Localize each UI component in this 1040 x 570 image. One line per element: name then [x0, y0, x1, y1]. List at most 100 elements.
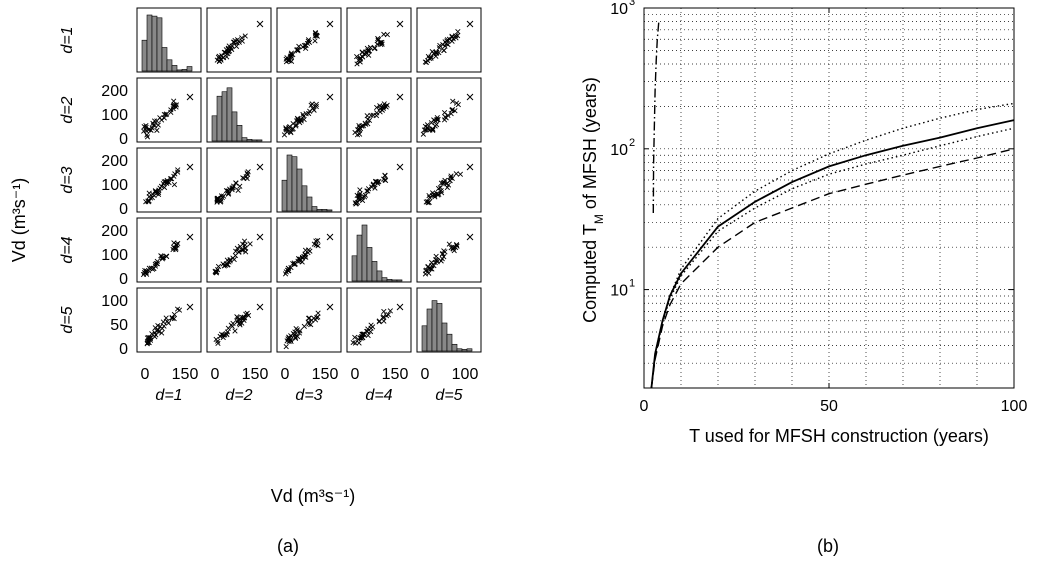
- scatter-point: [287, 53, 294, 59]
- scatter-point-outlier: [466, 20, 474, 28]
- histogram-bar: [466, 348, 473, 352]
- scatter-point-outlier: [256, 233, 264, 241]
- scatter-point: [243, 249, 249, 255]
- scatter-point: [367, 44, 374, 51]
- scatter-point: [453, 100, 460, 106]
- scatter-point: [449, 107, 455, 113]
- scatter-point: [220, 55, 227, 61]
- scatter-point: [295, 48, 301, 54]
- col-label-3: d=3: [295, 387, 322, 404]
- scatter-point: [312, 38, 318, 44]
- scatter-point: [283, 125, 289, 131]
- scatter-point: [313, 242, 319, 248]
- histogram-bar: [386, 279, 393, 282]
- scatter-point: [169, 315, 175, 322]
- scatter-point: [313, 103, 319, 110]
- scatter-point: [140, 271, 147, 278]
- cell-r4-c3: [276, 217, 342, 283]
- scatter-point: [448, 173, 454, 179]
- scatter-point: [301, 253, 307, 260]
- histogram-bar: [281, 179, 288, 212]
- scatter-point: [288, 51, 294, 58]
- x-tick-label: 0: [640, 398, 649, 415]
- cell-r4-c2: [206, 217, 272, 283]
- cell-r3-c5: [416, 147, 482, 213]
- histogram-bar: [251, 139, 258, 142]
- scatter-point: [354, 61, 360, 67]
- scatter-point: [171, 311, 178, 318]
- scatter-point: [158, 253, 164, 259]
- scatter-point: [387, 308, 393, 314]
- scatter-point: [450, 98, 456, 104]
- scatter-point: [154, 127, 160, 133]
- row-label-5: d=5: [59, 306, 76, 333]
- scatter-point-outlier: [396, 93, 404, 101]
- scatter-point: [142, 267, 148, 274]
- scatter-point: [299, 259, 305, 265]
- scatter-point: [173, 241, 179, 247]
- scatter-point: [374, 41, 380, 47]
- scatter-point: [359, 333, 365, 340]
- scatter-point: [235, 187, 241, 194]
- scatter-point: [247, 241, 253, 247]
- scatter-point: [171, 98, 177, 104]
- histogram-bar: [461, 349, 468, 352]
- scatter-point: [282, 271, 289, 277]
- histogram-bar: [166, 59, 173, 72]
- x-tick-label: 0: [351, 366, 360, 383]
- cell-r5-c3: [276, 287, 342, 353]
- scatter-point: [223, 187, 230, 194]
- y-tick-label: 0: [119, 341, 128, 358]
- scatter-point: [444, 38, 450, 44]
- cell-r5-c4: [346, 287, 412, 353]
- scatter-point: [215, 54, 222, 61]
- scatter-point: [216, 58, 223, 65]
- scatter-point: [437, 185, 443, 191]
- histogram-bar: [151, 15, 158, 72]
- scatter-point: [295, 116, 301, 122]
- scatter-point: [217, 333, 223, 340]
- histogram-bar: [356, 234, 363, 282]
- y-tick-exponent: 3: [629, 0, 635, 8]
- scatter-point: [444, 37, 451, 43]
- x-tick-label: 100: [452, 366, 479, 383]
- scatter-point: [453, 171, 459, 177]
- scatter-point: [147, 335, 154, 342]
- y-tick-label: 100: [101, 107, 128, 124]
- cell-r4-c1: [136, 217, 202, 283]
- histogram-bar: [451, 343, 458, 352]
- histogram-bar: [231, 111, 238, 142]
- scatter-point: [228, 322, 234, 328]
- scatter-point: [429, 266, 435, 272]
- histogram-bar: [381, 277, 388, 282]
- scatter-point: [425, 198, 431, 205]
- y-tick-label: 200: [101, 153, 128, 170]
- histogram-bar: [216, 95, 223, 142]
- scatter-point: [356, 131, 363, 137]
- series-line-dashed-2: [650, 148, 1015, 389]
- row-label-3: d=3: [59, 166, 76, 193]
- cell-r2-c4: [346, 77, 412, 143]
- histogram-bar: [301, 185, 308, 212]
- scatter-point: [438, 190, 445, 196]
- scatter-point: [290, 331, 296, 337]
- scatter-point: [432, 194, 438, 200]
- scatter-point: [365, 116, 371, 122]
- scatter-point: [161, 179, 167, 185]
- scatter-point: [453, 241, 460, 248]
- y-axis-title: Computed TM of MFSH (years): [580, 77, 606, 323]
- scatter-point: [169, 314, 175, 321]
- scatter-point: [239, 247, 245, 253]
- cell-r3-c1: [136, 147, 202, 213]
- scatter-point: [144, 340, 151, 346]
- scatter-point: [171, 173, 177, 179]
- histogram-bar: [421, 325, 428, 352]
- scatter-point: [296, 330, 303, 336]
- scatter-point: [174, 306, 181, 312]
- histogram-bar: [141, 39, 148, 72]
- cell-frame: [346, 147, 412, 213]
- cell-r4-c5: [416, 217, 482, 283]
- col-label-5: d=5: [435, 387, 462, 404]
- scatter-point: [171, 182, 178, 188]
- scatter-point: [146, 194, 152, 200]
